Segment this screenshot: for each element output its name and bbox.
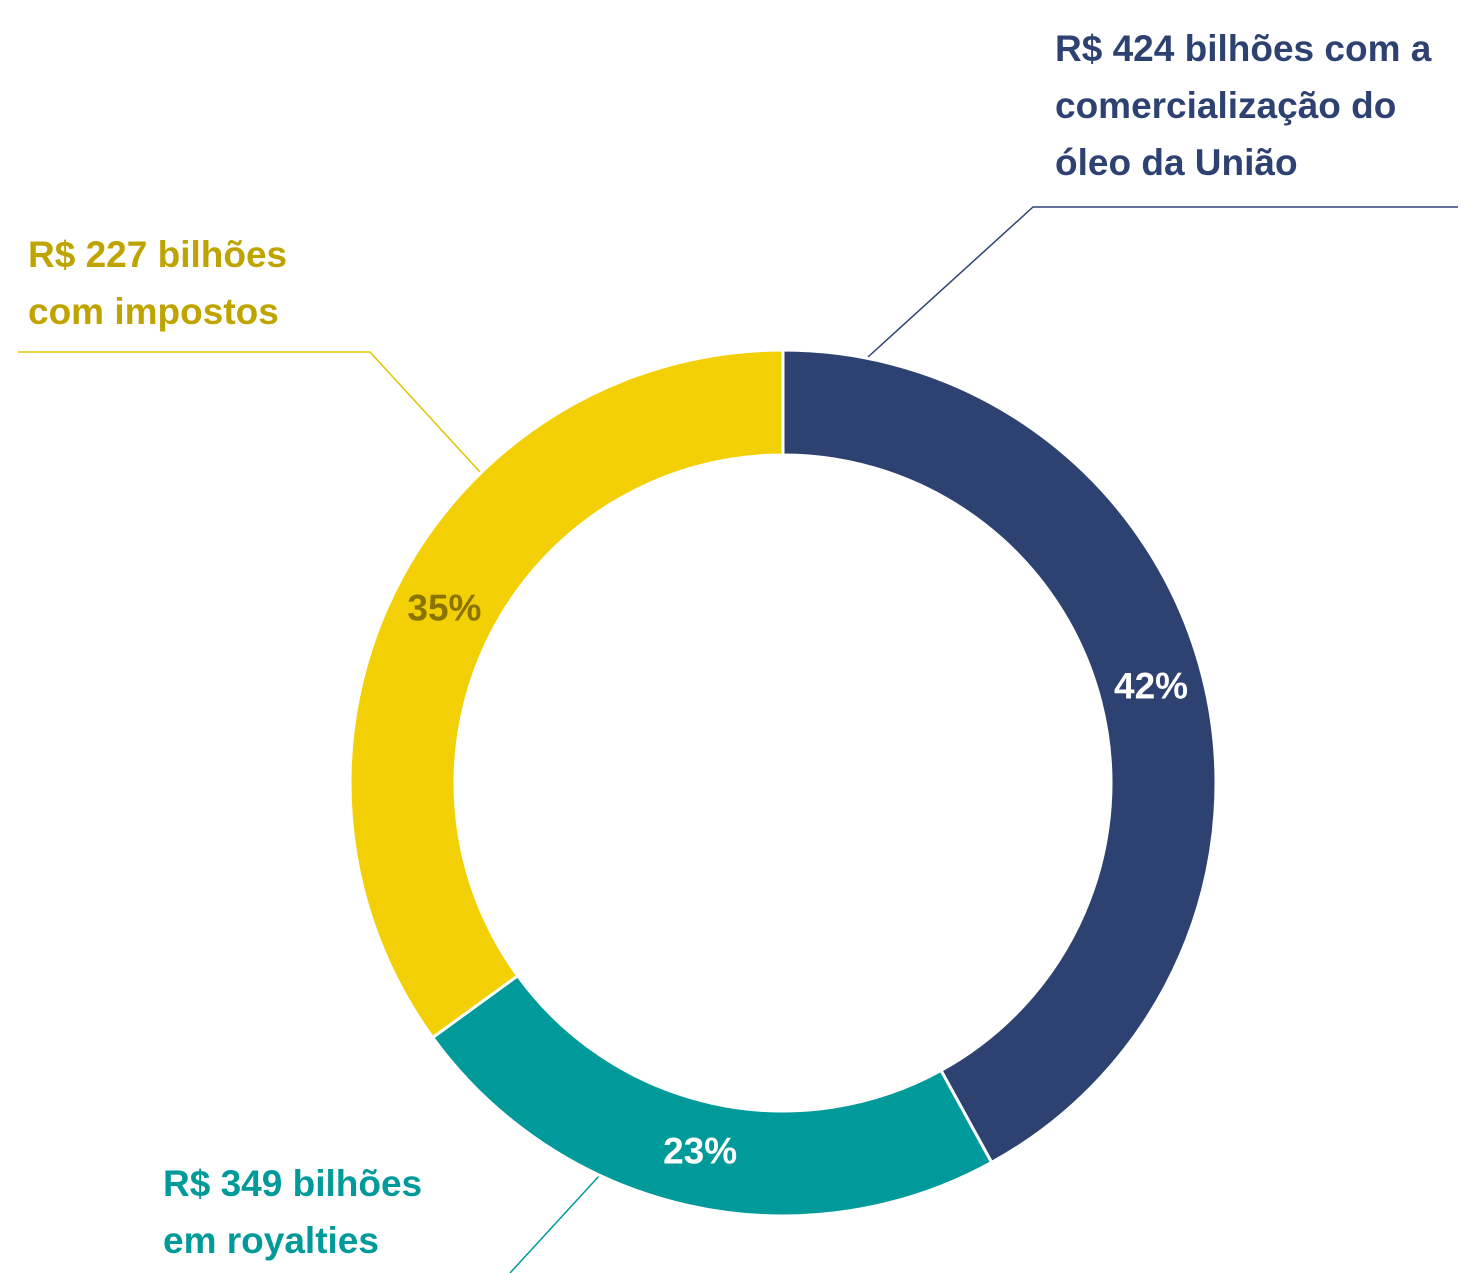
- callout-label: R$ 227 bilhões com impostos: [28, 234, 288, 332]
- donut-segment: [348, 348, 785, 1040]
- leader-line: [509, 1174, 601, 1273]
- donut-segment: [781, 348, 1218, 1165]
- value-label: 42%: [1114, 665, 1188, 706]
- value-label: 23%: [663, 1131, 737, 1172]
- value-label: 35%: [407, 587, 481, 628]
- donut-segment: [430, 973, 994, 1218]
- callout-label: R$ 424 bilhões com a comercialização do …: [1055, 28, 1432, 183]
- leader-line: [867, 206, 1458, 358]
- leader-line: [18, 351, 481, 473]
- callout-label: R$ 349 bilhões em royalties: [163, 1163, 423, 1261]
